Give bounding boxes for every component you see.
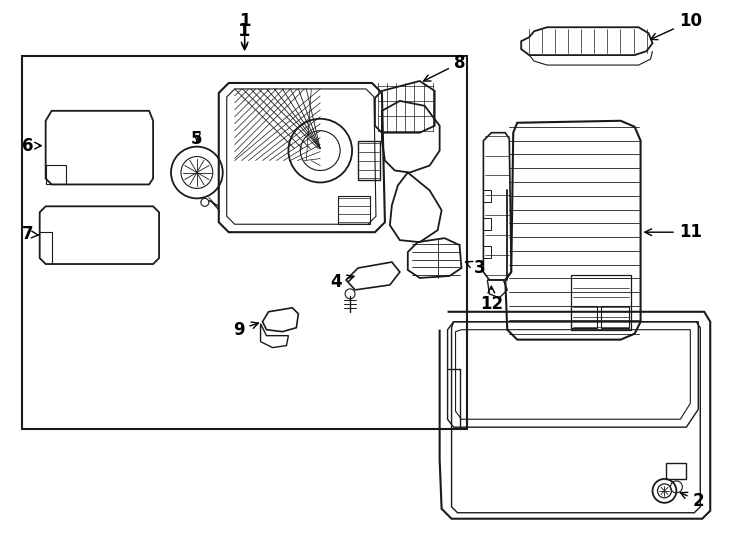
Bar (22, 56, 468, 429)
Bar (571, 275, 631, 330)
Text: 10: 10 (650, 12, 702, 39)
Bar (571, 306, 597, 328)
Bar (601, 306, 628, 328)
Text: 12: 12 (480, 286, 503, 313)
Bar (484, 246, 491, 258)
Bar (666, 463, 686, 479)
Text: 2: 2 (680, 492, 704, 510)
Text: 6: 6 (22, 137, 41, 154)
Text: 3: 3 (465, 259, 485, 277)
Text: 1: 1 (239, 22, 251, 40)
Text: 1: 1 (239, 12, 250, 49)
Text: 5: 5 (191, 130, 203, 147)
Bar (484, 218, 491, 230)
Text: 9: 9 (233, 321, 258, 339)
Text: 8: 8 (424, 54, 465, 81)
Bar (358, 140, 380, 180)
Bar (484, 191, 491, 202)
Text: 11: 11 (645, 223, 702, 241)
Text: 4: 4 (330, 273, 354, 291)
Bar (338, 197, 370, 224)
Text: 7: 7 (22, 225, 39, 243)
Bar (46, 165, 65, 185)
